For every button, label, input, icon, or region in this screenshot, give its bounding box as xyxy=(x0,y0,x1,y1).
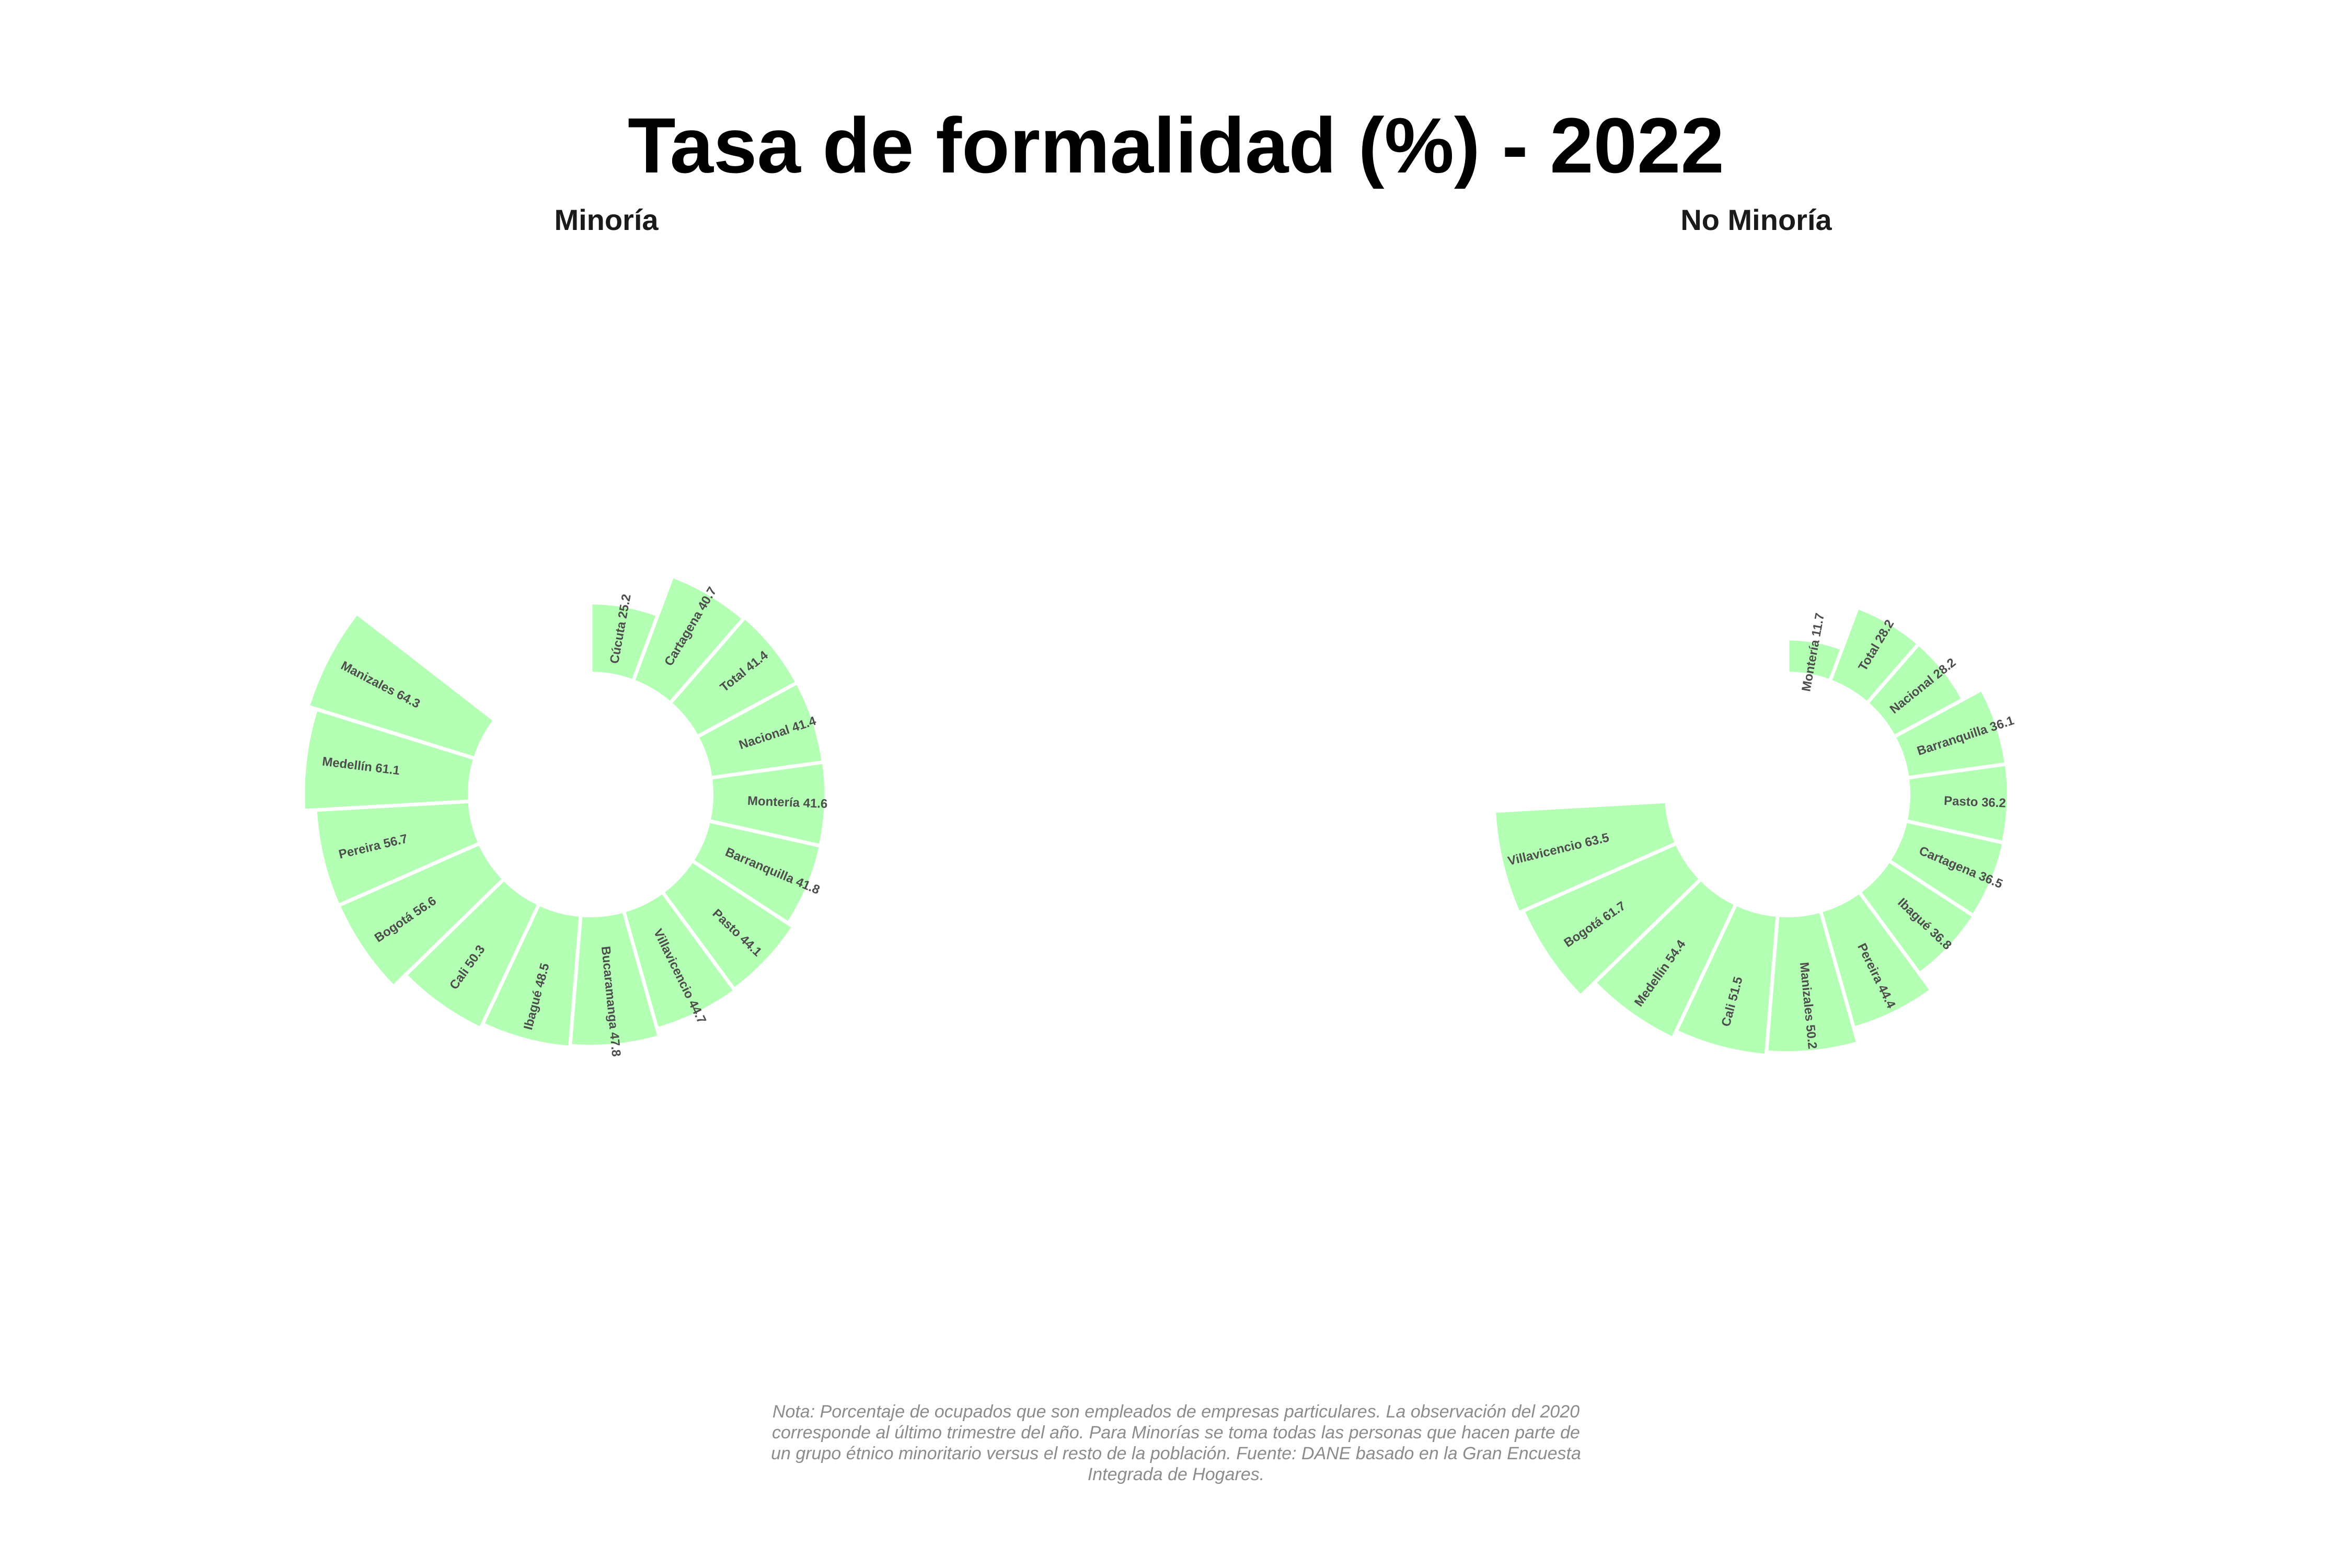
bar-manizales xyxy=(1768,913,1856,1052)
bar-medellin xyxy=(305,711,473,809)
bar-cartagena xyxy=(635,578,741,701)
bar-label-pasto: Pasto 36.2 xyxy=(1944,794,2007,811)
panel-title-no-minoria: No Minoría xyxy=(1680,203,1832,236)
bar-total xyxy=(1832,609,1917,701)
footnote: Nota: Porcentaje de ocupados que son emp… xyxy=(771,1402,1581,1484)
bar-total xyxy=(672,619,795,734)
note-line: Integrada de Hogares. xyxy=(1088,1465,1264,1484)
bar-villavicencio xyxy=(626,894,733,1027)
bar-pereira xyxy=(317,803,478,903)
bar-barranquilla xyxy=(694,823,819,921)
bar-medellin xyxy=(1597,881,1734,1036)
panel-title-minoria: Minoría xyxy=(554,203,659,236)
bar-pasto xyxy=(665,863,791,987)
bar-ibague xyxy=(485,906,579,1046)
bar-bogota xyxy=(1525,845,1699,994)
bar-cucuta xyxy=(592,604,656,679)
bar-monteria xyxy=(711,764,825,844)
bar-pasto xyxy=(1908,766,2007,841)
bar-monteria xyxy=(1789,640,1840,679)
bar-cali xyxy=(1678,906,1776,1054)
bar-label-monteria: Montería 41.6 xyxy=(747,794,828,811)
bar-bogota xyxy=(341,845,502,985)
chart-title: Tasa de formalidad (%) - 2022 xyxy=(628,101,1724,189)
bar-cali xyxy=(408,881,537,1027)
bar-manizales xyxy=(310,615,493,756)
bar-pereira xyxy=(1823,894,1929,1026)
bar-cartagena xyxy=(1891,823,2002,914)
bar-barranquilla xyxy=(1896,691,2004,776)
bar-bucaramanga xyxy=(572,913,658,1045)
note-line: un grupo étnico minoritario versus el re… xyxy=(771,1444,1581,1463)
note-line: Nota: Porcentaje de ocupados que son emp… xyxy=(773,1402,1579,1422)
bar-nacional xyxy=(699,685,822,776)
bar-nacional xyxy=(1869,646,1961,734)
bar-villavicencio xyxy=(1496,803,1675,910)
note-line: corresponde al último trimestre del año.… xyxy=(772,1423,1580,1443)
bar-ibague xyxy=(1862,863,1972,972)
